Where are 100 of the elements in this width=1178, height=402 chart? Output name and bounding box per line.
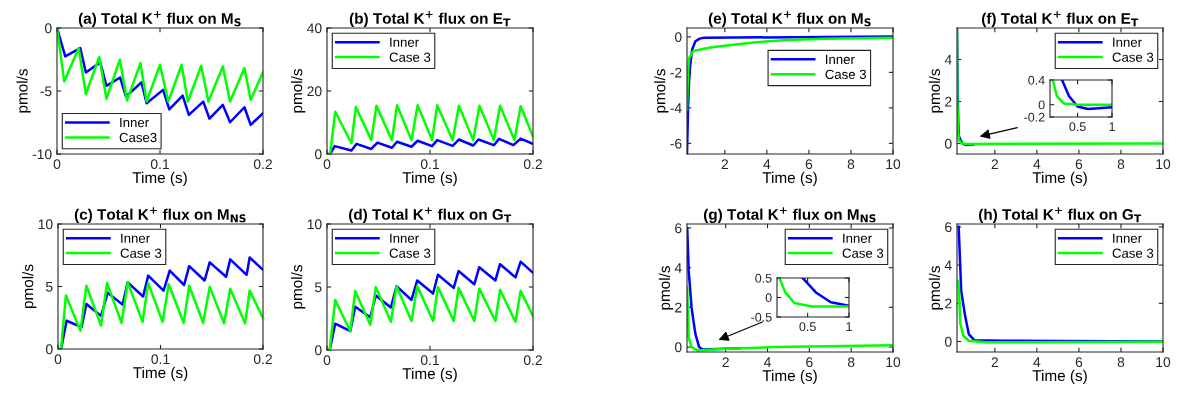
y-tick-label: 0	[674, 32, 682, 43]
y-tick-label: 0	[674, 342, 682, 353]
y-tick-label: 5	[314, 282, 322, 293]
legend-label: Case 3	[1112, 248, 1154, 258]
y-axis-title: pmol/s	[928, 266, 944, 310]
legend-label: Case 3	[389, 52, 431, 62]
legend-label: Inner	[826, 54, 855, 65]
y-tick-label: 2	[675, 302, 682, 313]
chart-title: (g) Total K$^{+}$ flux on M$_{NS}$	[703, 207, 876, 223]
y-axis-title: pmol/s	[291, 69, 306, 113]
chart-title: (a) Total K$^{+}$ flux on M$_{S}$	[78, 11, 241, 27]
y-tick-label: 0	[944, 138, 952, 149]
y-tick-label: 2	[945, 298, 952, 309]
x-axis-title: Time (s)	[133, 366, 188, 382]
y-tick-label: -5	[40, 86, 52, 97]
y-tick-label: 0	[314, 149, 322, 160]
chart-title: (b) Total K$^{+}$ flux on E$_{T}$	[349, 11, 511, 27]
x-axis-title: Time (s)	[132, 171, 187, 187]
y-tick-label: 0.4	[1028, 75, 1045, 85]
legend-label: Case 3	[389, 248, 431, 258]
x-tick-label: 8	[847, 357, 855, 368]
y-tick-label: 0	[314, 345, 322, 356]
x-tick-label: 6	[1075, 357, 1083, 368]
x-tick-label: 0.1	[151, 354, 170, 365]
x-tick-label: 0.2	[523, 355, 542, 366]
x-tick-label: 1	[846, 322, 852, 331]
x-tick-label: 0	[323, 159, 331, 170]
x-tick-label: 0	[323, 355, 331, 366]
y-tick-label: -10	[32, 149, 52, 160]
x-tick-label: 2	[991, 159, 998, 169]
x-tick-label: 2	[722, 357, 729, 367]
y-tick-label: 4	[944, 54, 952, 65]
x-tick-label: 10	[1156, 159, 1171, 170]
x-tick-label: 0.1	[420, 159, 439, 170]
y-tick-label: 0	[944, 336, 952, 347]
legend-label: Case 3	[825, 69, 867, 80]
y-tick-label: 0	[1038, 100, 1045, 110]
x-tick-label: 8	[847, 159, 855, 170]
x-tick-label: 1	[1109, 122, 1115, 131]
legend-label: Case 3	[842, 248, 884, 258]
y-tick-label: 10	[38, 219, 53, 230]
x-axis-title: Time (s)	[1032, 369, 1087, 385]
y-tick-label: 6	[945, 222, 952, 233]
y-tick-label: -2	[670, 67, 682, 78]
chart-title: (c) Total K$^{+}$ flux on M$_{NS}$	[74, 207, 246, 223]
legend-label: Inner	[120, 118, 149, 128]
y-tick-label: 0.5	[755, 273, 772, 283]
y-axis-title: pmol/s	[22, 264, 37, 309]
chart-title: (d) Total K$^{+}$ flux on G$_{T}$	[349, 207, 512, 223]
x-axis-title: Time (s)	[402, 367, 457, 383]
legend-label: Inner	[390, 233, 419, 243]
x-axis-title: Time (s)	[762, 369, 817, 385]
y-tick-label: 10	[307, 219, 322, 230]
x-tick-label: 0.2	[523, 159, 542, 170]
x-tick-label: 0.2	[253, 159, 272, 170]
x-axis-title: Time (s)	[762, 171, 817, 187]
chart-title: (f) Total K$^{+}$ flux on E$_{T}$	[982, 11, 1139, 27]
y-tick-label: 4	[674, 263, 682, 273]
x-tick-label: 10	[1156, 357, 1171, 368]
y-tick-label: -0.2	[1024, 112, 1045, 122]
line-series	[801, 278, 849, 307]
y-tick-label: 4	[944, 260, 952, 271]
line-series	[957, 280, 1163, 344]
y-tick-label: 6	[675, 223, 682, 234]
legend-label: Inner	[843, 233, 872, 243]
legend-label: Inner	[1113, 233, 1142, 243]
x-axis-title: Time (s)	[402, 171, 457, 187]
y-axis-title: pmol/s	[654, 69, 669, 113]
chart-title: (e) Total K$^{+}$ flux on M$_{S}$	[708, 11, 871, 27]
x-tick-label: 8	[1117, 357, 1125, 368]
y-tick-label: -0.5	[751, 312, 772, 322]
y-tick-label: -6	[670, 138, 682, 149]
x-tick-label: 0.1	[420, 355, 439, 366]
y-tick-label: 40	[307, 23, 322, 34]
y-axis-title: pmol/s	[16, 69, 31, 113]
y-tick-label: 20	[307, 86, 322, 97]
x-tick-label: 0.2	[253, 354, 272, 365]
y-axis-title: pmol/s	[928, 69, 944, 113]
y-tick-label: 0	[765, 293, 772, 303]
x-tick-label: 0	[53, 159, 61, 170]
x-axis-title: Time (s)	[1032, 171, 1087, 187]
x-tick-label: 10	[886, 357, 901, 368]
line-series	[1060, 80, 1112, 111]
y-axis-title: pmol/s	[658, 266, 674, 310]
legend-label: Inner	[390, 37, 419, 47]
y-tick-label: 2	[945, 96, 952, 107]
y-axis-title: pmol/s	[291, 265, 306, 309]
x-tick-label: 6	[805, 159, 813, 170]
legend-label: Inner	[1113, 37, 1142, 47]
x-tick-label: 0	[54, 354, 62, 365]
y-tick-label: 5	[45, 281, 53, 292]
x-tick-label: 6	[806, 357, 813, 368]
y-tick-label: -4	[670, 103, 682, 113]
legend-label: Case 3	[1112, 52, 1154, 62]
x-tick-label: 0.1	[150, 159, 169, 170]
text: Inner	[121, 233, 150, 243]
x-tick-label: 6	[1075, 159, 1083, 170]
x-tick-label: 8	[1117, 159, 1125, 170]
y-tick-label: 0	[44, 23, 52, 34]
x-tick-label: 2	[721, 159, 728, 169]
